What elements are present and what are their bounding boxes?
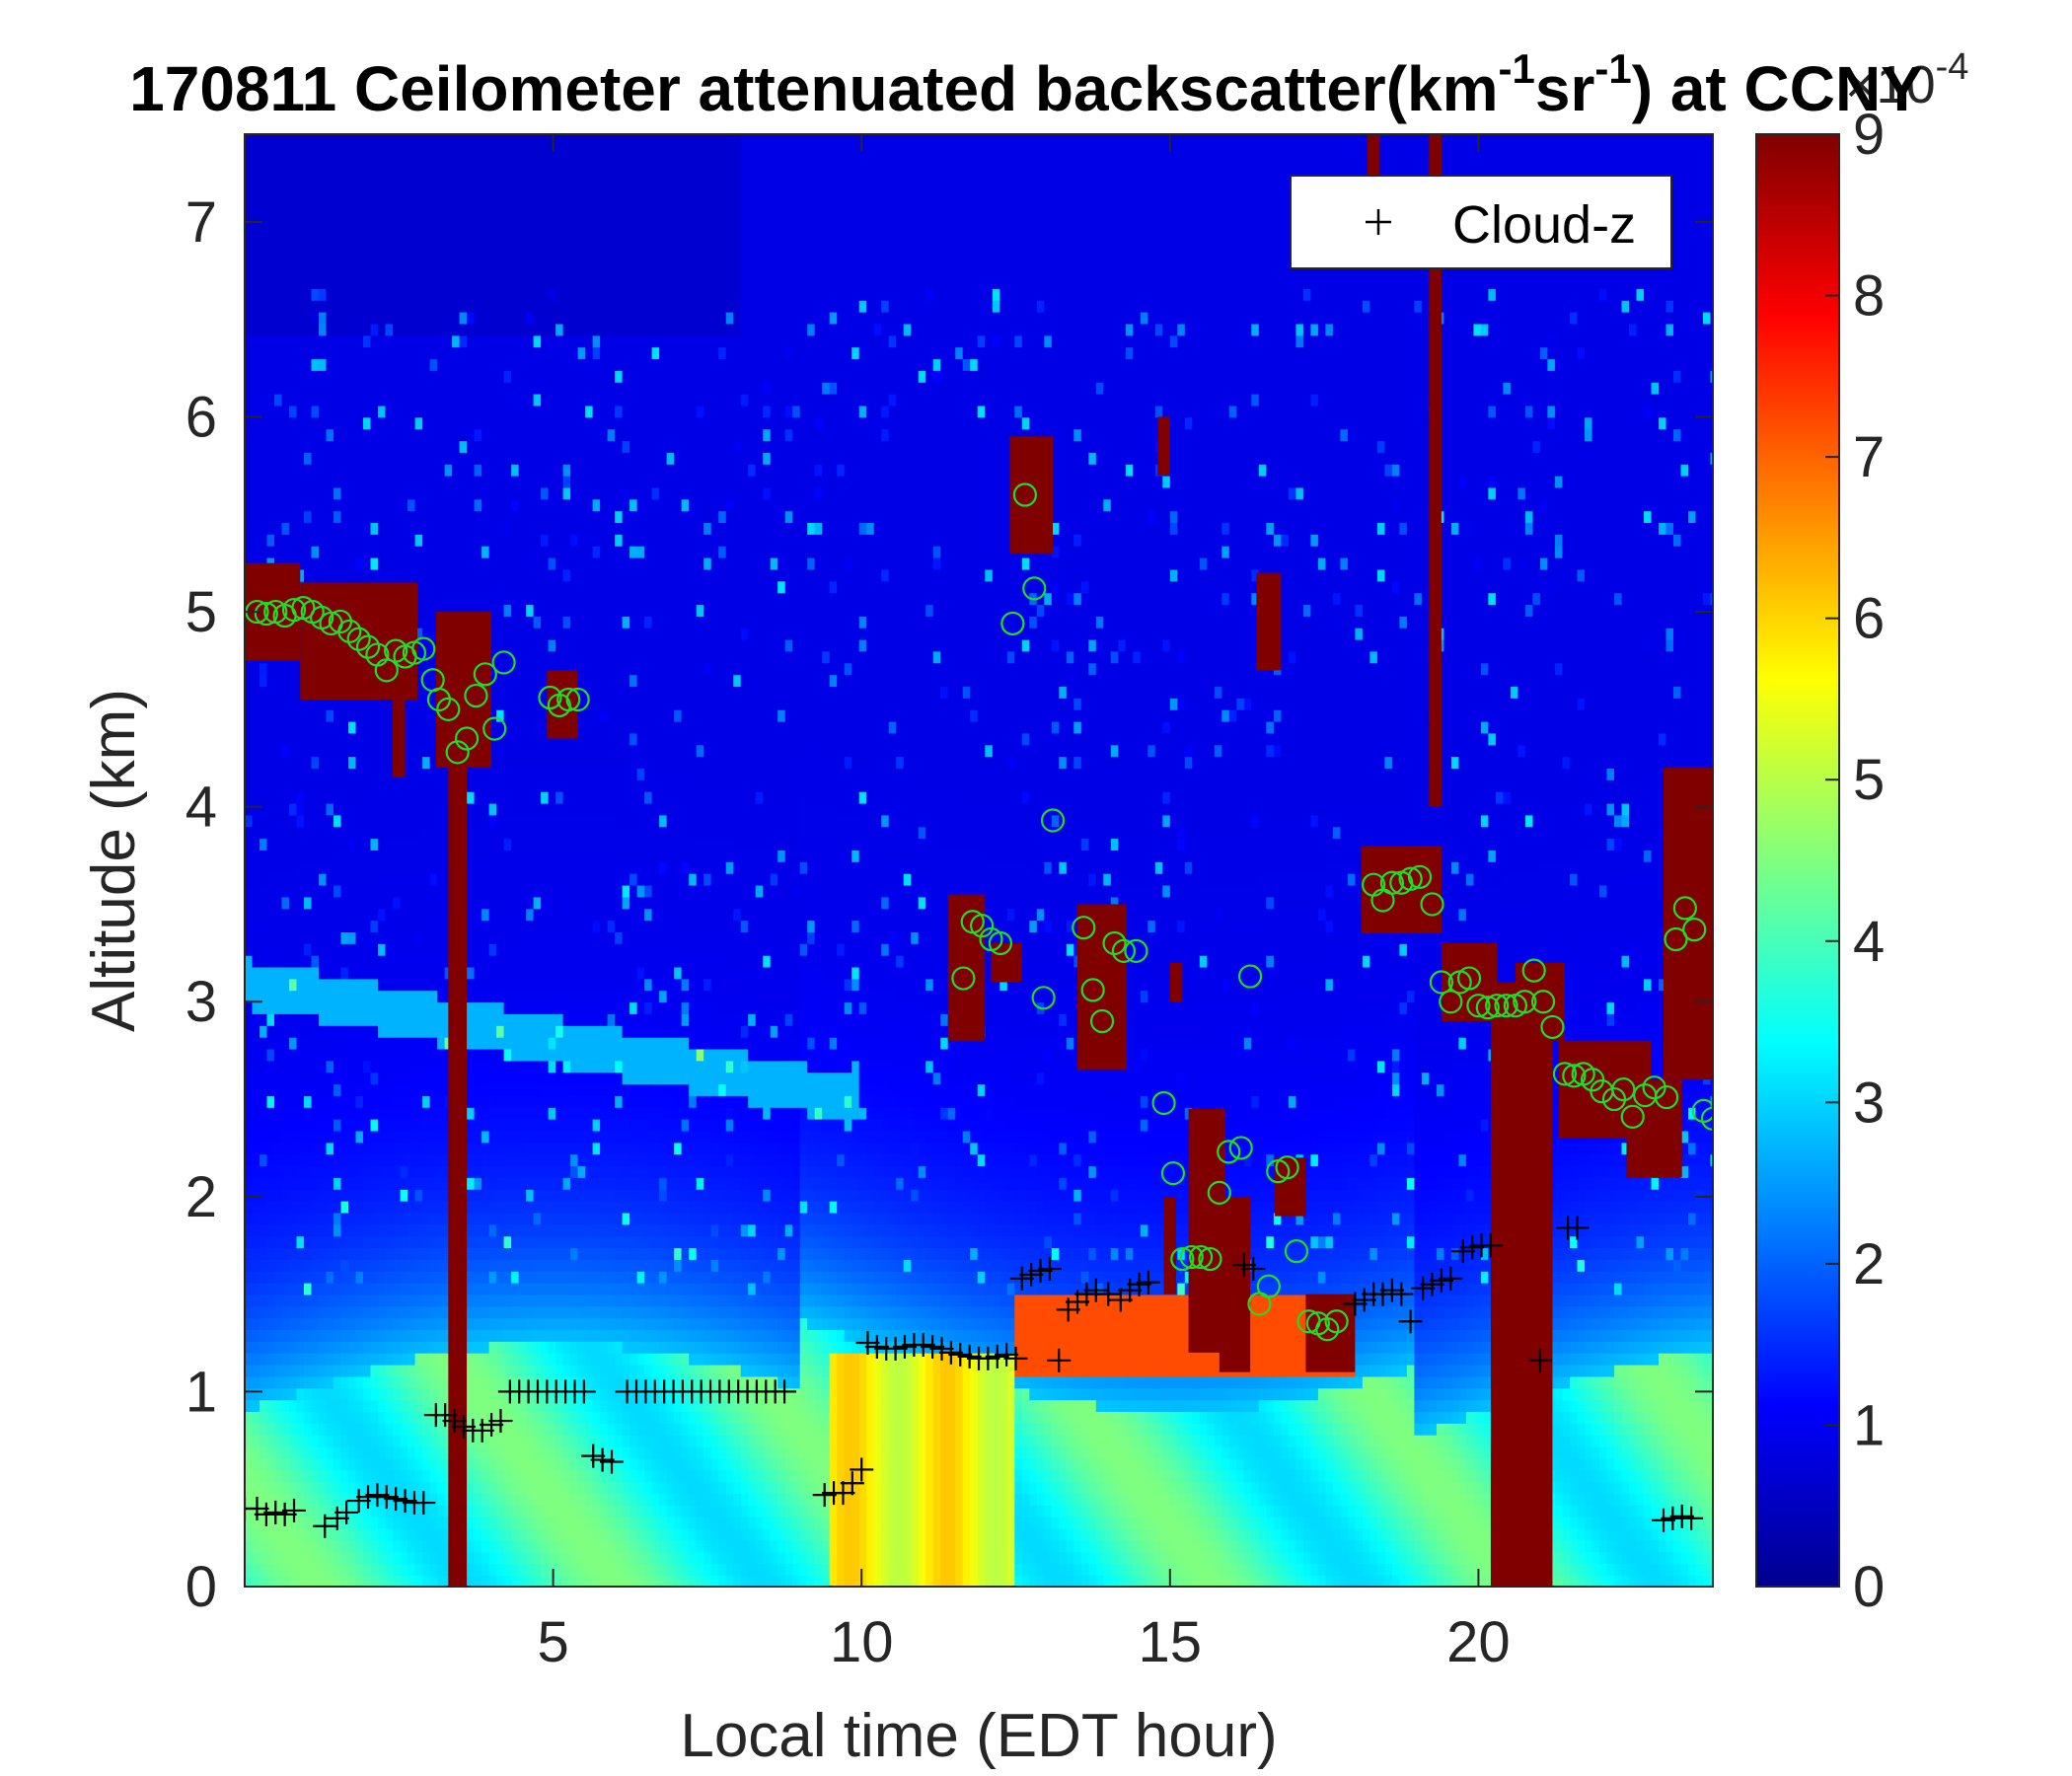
colorbar-tick-label: 7 [1853, 425, 1885, 489]
backscatter-heatmap [245, 124, 1719, 1588]
y-tick-label: 0 [185, 1555, 217, 1619]
chart-title: 170811 Ceilometer attenuated backscatter… [129, 45, 1923, 124]
y-tick-label: 7 [185, 190, 217, 255]
colorbar-tick-label: 6 [1853, 587, 1885, 651]
title-sup-1: -1 [1499, 45, 1535, 92]
legend: Cloud-z [1291, 176, 1671, 268]
y-tick-label: 5 [185, 580, 217, 644]
colorbar-tick-label: 5 [1853, 748, 1885, 812]
y-tick-label: 4 [185, 776, 217, 840]
y-tick-label: 3 [185, 970, 217, 1034]
colorbar-multiplier-exp: -4 [1936, 46, 1969, 88]
colorbar-tick-label: 0 [1853, 1555, 1885, 1619]
title-part-2: sr [1535, 53, 1595, 124]
x-tick-label: 15 [1139, 1610, 1203, 1674]
x-tick-label: 10 [830, 1610, 894, 1674]
title-part-3: ) at CCNY [1632, 53, 1923, 124]
x-tick-label: 5 [537, 1610, 568, 1674]
y-axis-label: Altitude (km) [80, 689, 148, 1032]
y-tick-label: 6 [185, 385, 217, 449]
colorbar-tick-label: 4 [1853, 910, 1885, 974]
title-sup-2: -1 [1594, 45, 1631, 92]
x-tick-label: 20 [1446, 1610, 1511, 1674]
legend-label-cloud-z: Cloud-z [1452, 195, 1636, 255]
title-part-1: 170811 Ceilometer attenuated backscatter… [129, 53, 1498, 124]
y-tick-label: 2 [185, 1165, 217, 1229]
colorbar-tick-label: 2 [1853, 1232, 1885, 1296]
x-axis-label: Local time (EDT hour) [680, 1702, 1277, 1770]
y-tick-label: 1 [185, 1360, 217, 1424]
colorbar-tick-label: 1 [1853, 1393, 1885, 1457]
colorbar-tick-label: 3 [1853, 1071, 1885, 1135]
colorbar-tick-label: 8 [1853, 264, 1885, 329]
colorbar-gradient [1756, 134, 1839, 1587]
